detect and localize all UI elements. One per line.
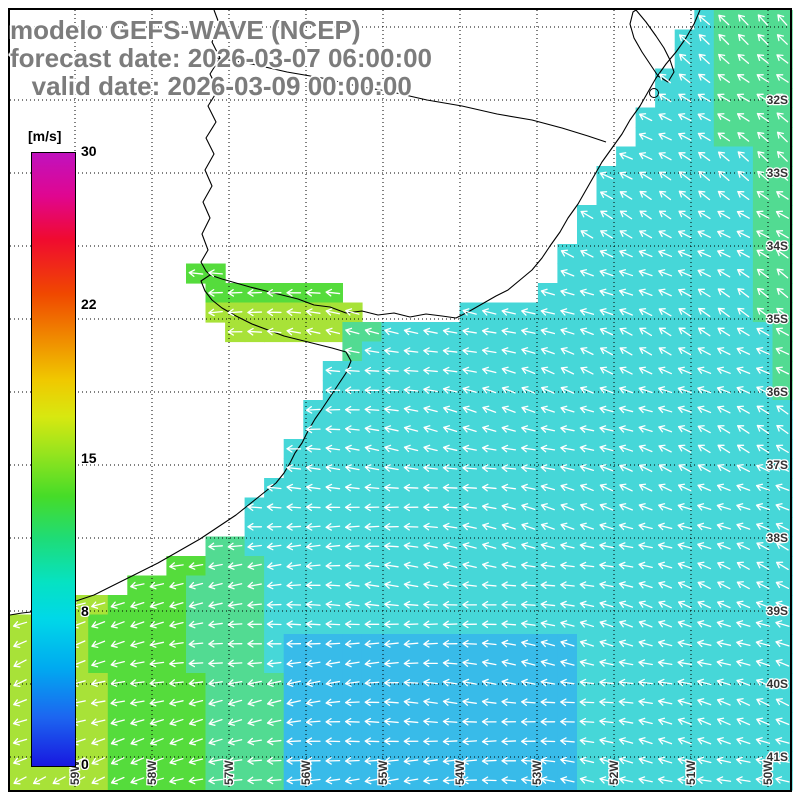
lat-label: 38S: [767, 531, 788, 545]
lon-label: 55W: [376, 760, 390, 785]
lat-label: 35S: [767, 312, 788, 326]
lat-label: 36S: [767, 385, 788, 399]
lon-label: 52W: [607, 760, 621, 785]
lat-label: 33S: [767, 166, 788, 180]
title-model-name: modelo GEFS-WAVE (NCEP): [10, 15, 361, 45]
lon-label: 57W: [222, 760, 236, 785]
lat-label: 34S: [767, 239, 788, 253]
lat-label: 41S: [767, 750, 788, 764]
title-forecast-date: forecast date: 2026-03-07 06:00:00: [10, 43, 433, 73]
lon-label: 58W: [145, 760, 159, 785]
lat-label: 39S: [767, 604, 788, 618]
lon-label: 53W: [530, 760, 544, 785]
lat-label: 40S: [767, 677, 788, 691]
lat-label: 32S: [767, 93, 788, 107]
title-valid-date: valid date: 2026-03-09 00:00:00: [10, 71, 412, 101]
map-frame: [8, 8, 792, 792]
axis-labels-layer: 32S 33S 34S 35S 36S 37S 38S 39S 40S 41S 59W 58W 57W 5…: [67, 92, 790, 787]
lon-label: 51W: [684, 760, 698, 785]
lon-label: 59W: [68, 760, 82, 785]
lon-label: 50W: [761, 760, 775, 785]
wave-field-layer: [10, 10, 793, 791]
lon-label: 54W: [453, 760, 467, 785]
map-titles: modelo GEFS-WAVE (NCEP) forecast date: 2…: [10, 16, 432, 100]
lat-label: 37S: [767, 458, 788, 472]
wind-arrows-layer: [12, 14, 790, 785]
lon-label: 56W: [299, 760, 313, 785]
